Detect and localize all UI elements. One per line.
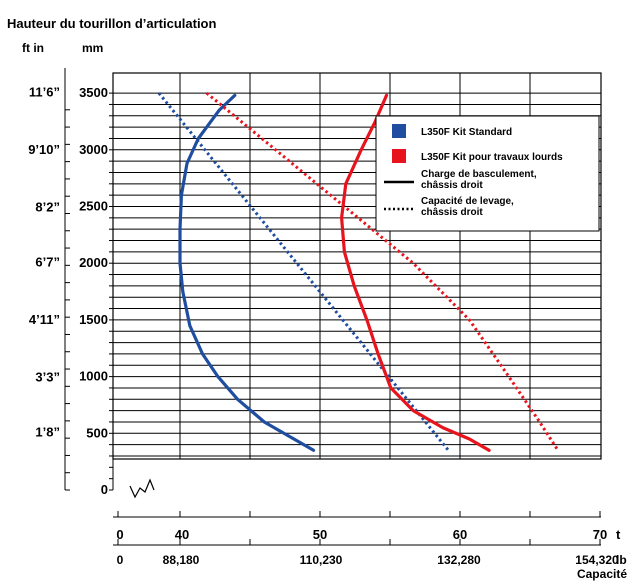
y-tick-label-ft: 3’3” xyxy=(35,370,60,385)
y-tick-label-mm: 3000 xyxy=(79,142,108,157)
legend: L350F Kit Standard L350F Kit pour travaux… xyxy=(375,115,600,232)
y-tick-label-mm: 500 xyxy=(86,425,108,440)
chart-title: Hauteur du tourillon d’articulation xyxy=(7,16,217,31)
y-tick-label-mm: 2000 xyxy=(79,255,108,270)
y-unit-metric: mm xyxy=(82,41,103,55)
series-line-solid xyxy=(178,93,316,452)
legend-swatch xyxy=(392,149,406,163)
series-line-dotted xyxy=(205,91,560,452)
y-tick-label-ft: 8’2” xyxy=(35,200,60,215)
series-line-solid xyxy=(340,93,491,452)
legend-swatch xyxy=(392,124,406,138)
y-tick-label-mm: 1000 xyxy=(79,369,108,384)
plot-lines xyxy=(157,91,560,452)
y-tick-label-ft: 1’8” xyxy=(35,424,60,439)
y-tick-label-ft: 9’10” xyxy=(28,142,60,157)
x-unit-lb: lb xyxy=(616,553,627,567)
y-tick-label-mm: 0 xyxy=(101,482,108,497)
x-tick-label-t: 60 xyxy=(453,527,467,542)
x-tick-label-lb: 132,280 xyxy=(437,553,481,567)
x-unit-t: t xyxy=(616,527,621,542)
x-tick-label-lb: 0 xyxy=(117,553,124,567)
y-tick-label-mm: 3500 xyxy=(79,85,108,100)
y-tick-label-ft: 6’7” xyxy=(35,254,60,269)
x-tick-label-t: 0 xyxy=(116,527,123,542)
y-tick-label-ft: 11’6” xyxy=(29,85,60,100)
axes: 05001000150020002500300035001’8”3’3”4’11… xyxy=(28,68,627,567)
y-tick-label-ft: 4’11” xyxy=(29,312,60,327)
legend-label: L350F Kit pour travaux lourds xyxy=(421,152,563,163)
legend-label: L350F Kit Standard xyxy=(421,127,512,138)
x-tick-label-t: 40 xyxy=(175,527,189,542)
legend-label: Charge de basculement, châssis droit xyxy=(421,169,537,191)
x-tick-label-t: 70 xyxy=(593,527,607,542)
y-tick-label-mm: 2500 xyxy=(79,199,108,214)
x-tick-label-t: 50 xyxy=(313,527,327,542)
axis-break-icon xyxy=(129,478,155,499)
x-tick-label-lb: 154,320 xyxy=(575,553,619,567)
y-unit-imperial: ft in xyxy=(22,41,44,55)
legend-box xyxy=(375,115,600,232)
x-axis-label: Capacité xyxy=(577,567,627,581)
x-tick-label-lb: 110,230 xyxy=(300,553,343,567)
legend-label: Capacité de levage, châssis droit xyxy=(421,196,514,218)
x-tick-label-lb: 88,180 xyxy=(163,553,200,567)
y-tick-label-mm: 1500 xyxy=(79,312,108,327)
